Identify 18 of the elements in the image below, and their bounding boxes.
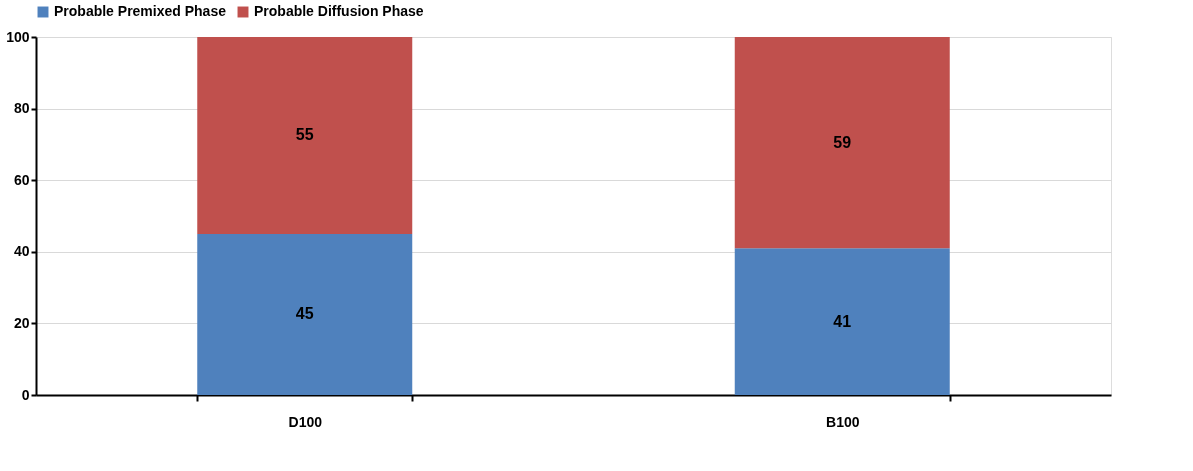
bar — [734, 37, 950, 249]
bar — [197, 37, 413, 234]
x-tick-label: D100 — [288, 413, 323, 430]
y-tick-label: 40 — [13, 243, 30, 260]
y-tick-label: 80 — [13, 100, 30, 117]
data-label: 55 — [295, 126, 314, 144]
legend-label: Probable Diffusion Phase — [254, 3, 424, 19]
y-tick-label: 0 — [21, 386, 30, 403]
data-label: 59 — [833, 133, 852, 151]
data-label: 41 — [833, 312, 852, 330]
data-label: 45 — [295, 305, 314, 323]
bar — [734, 248, 950, 395]
y-tick-label: 100 — [6, 28, 30, 45]
legend-label: Probable Premixed Phase — [54, 3, 227, 19]
y-tick-label: 60 — [13, 171, 30, 188]
y-tick-label: 20 — [13, 314, 30, 331]
bar — [197, 233, 413, 395]
x-tick-label: B100 — [826, 413, 860, 430]
